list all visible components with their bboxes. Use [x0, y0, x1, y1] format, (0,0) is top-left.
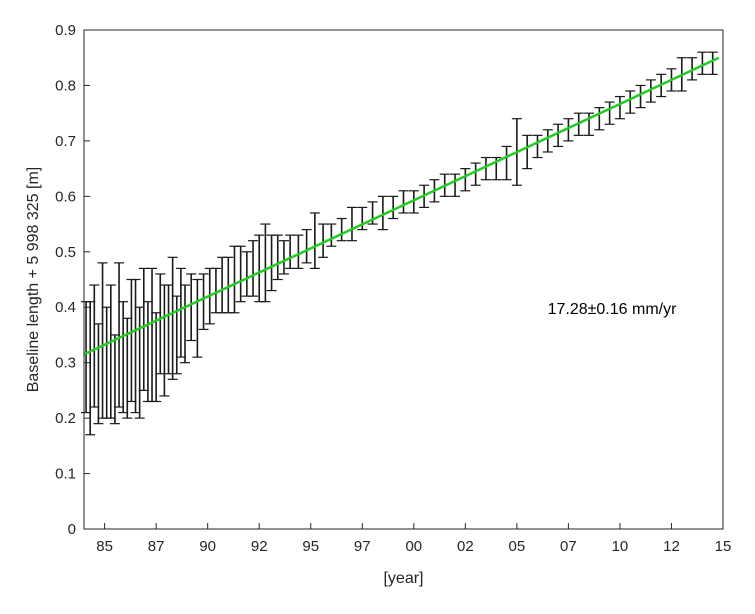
errorbar-point: [336, 217, 347, 242]
plot-background: [84, 30, 723, 529]
errorbar-point: [470, 162, 481, 186]
y-tick-label: 0.9: [55, 22, 76, 39]
y-tick-label: 0.8: [55, 77, 76, 94]
errorbar-series: [81, 51, 718, 436]
x-tick-label: 05: [509, 538, 526, 555]
errorbar-point: [301, 229, 312, 264]
errorbar-point: [687, 57, 698, 81]
errorbar-point: [501, 145, 512, 181]
x-tick-label: 85: [96, 538, 113, 555]
errorbar-point: [604, 101, 615, 125]
plot-frame: [83, 29, 724, 530]
x-tick-label: 92: [251, 538, 268, 555]
errorbar-point: [198, 273, 209, 330]
errorbar-point: [522, 134, 533, 170]
errorbar-point: [357, 206, 368, 231]
errorbar-point: [278, 240, 289, 275]
errorbar-point: [192, 278, 203, 358]
x-tick-label: 95: [302, 538, 319, 555]
y-tick-label: 0.4: [55, 299, 76, 316]
x-tick-label: 00: [405, 538, 422, 555]
errorbar-point: [594, 107, 605, 131]
errorbar-point: [235, 245, 246, 303]
x-tick-label: 15: [715, 538, 732, 555]
plot-area: [84, 30, 723, 529]
x-tick-label: 07: [560, 538, 577, 555]
errorbar-point: [408, 190, 419, 214]
axes: [83, 29, 724, 530]
errorbar-point: [563, 118, 574, 142]
x-tick-label: 02: [457, 538, 474, 555]
errorbar-point: [272, 234, 283, 281]
x-tick-label: 90: [199, 538, 216, 555]
errorbar-point: [450, 173, 461, 197]
x-tick-label: 12: [663, 538, 680, 555]
errorbar-point: [697, 51, 708, 75]
errorbar-point: [398, 190, 409, 214]
y-tick-label: 0.1: [55, 466, 76, 483]
x-axis-label: [year]: [383, 570, 423, 587]
errorbar-point: [553, 123, 564, 148]
errorbar-point: [542, 129, 553, 153]
errorbar-point: [377, 195, 388, 231]
y-axis-label: Baseline length + 5 998 325 [m]: [25, 167, 42, 393]
y-tick-label: 0.5: [55, 244, 76, 261]
errorbar-point: [532, 134, 543, 159]
errorbar-point: [614, 95, 625, 120]
y-tick-label: 0.2: [55, 410, 76, 427]
x-tick-label: 97: [354, 538, 371, 555]
errorbar-point: [260, 223, 271, 303]
y-axis-ticks: 0 0.1 0.2 0.3 0.4 0.5 0.6 0.7 0.8 0.9: [55, 22, 90, 538]
errorbar-point: [635, 84, 646, 109]
trend-line-group: [83, 56, 720, 356]
errorbar-point: [167, 256, 178, 380]
errorbar-point: [248, 240, 259, 297]
errorbar-point: [186, 273, 197, 342]
errorbar-point: [480, 156, 491, 181]
errorbar-point: [346, 206, 357, 242]
errorbar-point: [460, 168, 471, 192]
x-axis-ticks: 85 87 90 92 95 97 00 02 05 07 10 12 15: [96, 523, 731, 555]
errorbar-point: [584, 112, 595, 136]
rate-annotation: 17.28±0.16 mm/yr: [548, 301, 678, 318]
errorbar-point: [625, 90, 636, 114]
errorbar-point: [326, 223, 337, 247]
errorbar-point: [707, 51, 718, 75]
trend-line: [83, 56, 720, 356]
errorbar-point: [309, 212, 320, 270]
errorbar-point: [645, 79, 656, 103]
y-tick-label: 0: [68, 521, 76, 538]
x-tick-label: 87: [148, 538, 165, 555]
errorbar-point: [293, 234, 304, 270]
errorbar-point: [388, 195, 399, 220]
y-tick-label: 0.6: [55, 188, 76, 205]
errorbar-point: [180, 284, 191, 364]
y-tick-label: 0.7: [55, 133, 76, 150]
y-tick-label: 0.3: [55, 355, 76, 372]
x-tick-label: 10: [612, 538, 629, 555]
